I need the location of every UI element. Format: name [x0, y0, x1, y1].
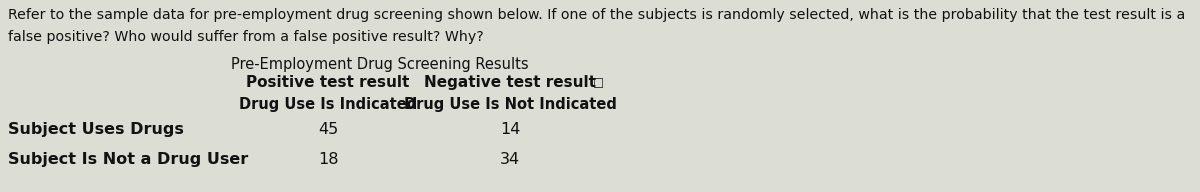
Text: Subject Uses Drugs: Subject Uses Drugs [8, 122, 184, 137]
Text: 34: 34 [500, 152, 520, 167]
Text: Refer to the sample data for pre-employment drug screening shown below. If one o: Refer to the sample data for pre-employm… [8, 8, 1186, 22]
Text: 18: 18 [318, 152, 338, 167]
Text: □: □ [593, 76, 604, 89]
Text: Drug Use Is Not Indicated: Drug Use Is Not Indicated [403, 97, 617, 112]
Text: Drug Use Is Indicated: Drug Use Is Indicated [239, 97, 418, 112]
Text: Subject Is Not a Drug User: Subject Is Not a Drug User [8, 152, 248, 167]
Text: Pre-Employment Drug Screening Results: Pre-Employment Drug Screening Results [232, 57, 529, 72]
Text: Positive test result: Positive test result [246, 75, 409, 90]
Text: false positive? Who would suffer from a false positive result? Why?: false positive? Who would suffer from a … [8, 30, 484, 44]
Text: 14: 14 [500, 122, 520, 137]
Text: 45: 45 [318, 122, 338, 137]
Text: Negative test result: Negative test result [424, 75, 596, 90]
